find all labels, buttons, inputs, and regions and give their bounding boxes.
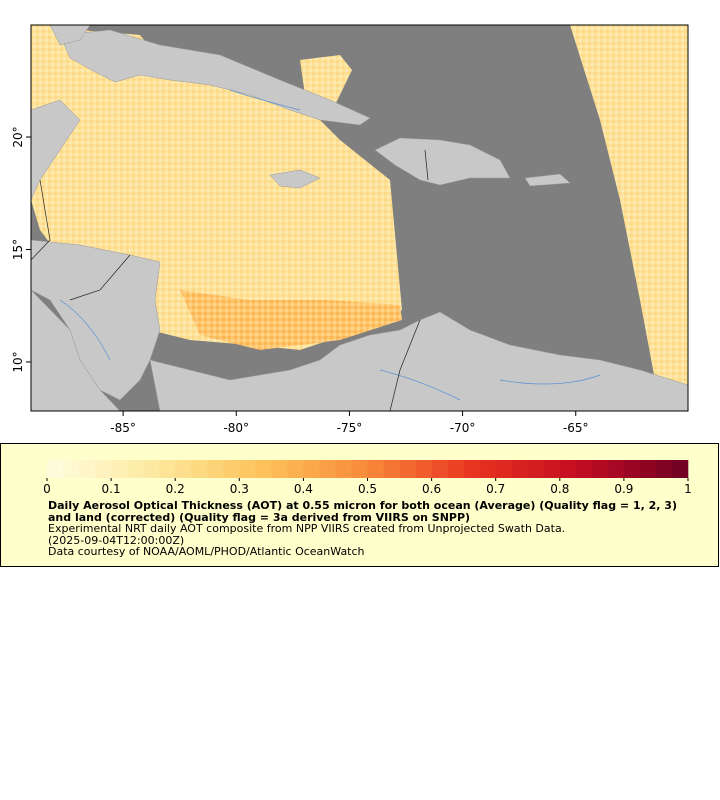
- legend-text: Daily Aerosol Optical Thickness (AOT) at…: [48, 500, 678, 558]
- colorbar-segment: [111, 460, 128, 478]
- x-tick-label: -85°: [110, 421, 136, 435]
- colorbar-segment: [527, 460, 545, 478]
- x-tick-label: -65°: [563, 421, 589, 435]
- colorbar-segment: [415, 460, 432, 478]
- colorbar-tick-label: 0.9: [614, 482, 633, 496]
- colorbar-segment: [319, 460, 336, 478]
- aot-region: [570, 25, 688, 400]
- colorbar-segment: [287, 460, 304, 478]
- colorbar-tick-label: 1: [684, 482, 692, 496]
- colorbar-segment: [47, 460, 64, 478]
- colorbar-segment: [399, 460, 416, 478]
- colorbar-segment: [655, 460, 673, 478]
- map: [31, 25, 688, 411]
- colorbar-segment: [511, 460, 529, 478]
- colorbar-segment: [255, 460, 272, 478]
- y-tick-label: 15°: [11, 239, 25, 260]
- colorbar-segment: [607, 460, 625, 478]
- colorbar-segment: [127, 460, 144, 478]
- colorbar-segment: [271, 460, 288, 478]
- map-frame: [30, 24, 689, 412]
- colorbar-segment: [383, 460, 400, 478]
- colorbar-segment: [191, 460, 208, 478]
- colorbar-segment: [639, 460, 657, 478]
- x-tick-label: -80°: [223, 421, 249, 435]
- legend-credit: Data courtesy of NOAA/AOML/PHOD/Atlantic…: [48, 545, 365, 558]
- colorbar-tick-label: 0.3: [230, 482, 249, 496]
- colorbar-tick-label: 0.6: [422, 482, 441, 496]
- legend-time: (2025-09-04T12:00:00Z): [48, 533, 185, 547]
- y-tick-label: 10°: [11, 351, 25, 372]
- colorbar-segment: [159, 460, 176, 478]
- colorbar-tick-label: 0.5: [358, 482, 377, 496]
- x-tick-label: -75°: [337, 421, 363, 435]
- aot-region-high: [180, 290, 402, 350]
- colorbar-segment: [95, 460, 112, 478]
- colorbar-segment: [351, 460, 368, 478]
- colorbar-segment: [207, 460, 224, 478]
- colorbar-tick-label: 0.7: [486, 482, 505, 496]
- colorbar-segment: [63, 460, 80, 478]
- colorbar-segment: [479, 460, 496, 478]
- colorbar-segment: [495, 460, 513, 478]
- rivers: [59, 89, 601, 401]
- colorbar-tick-label: 0.2: [166, 482, 185, 496]
- colorbar-segment: [303, 460, 320, 478]
- colorbar-tick-label: 0.8: [550, 482, 569, 496]
- colorbar-segment: [463, 460, 480, 478]
- colorbar-segment: [175, 460, 192, 478]
- colorbar-segment: [367, 460, 384, 478]
- colorbar-tick-label: 0: [43, 482, 51, 496]
- colorbar-segment: [591, 460, 609, 478]
- x-tick-label: -70°: [450, 421, 476, 435]
- colorbar-segment: [623, 460, 641, 478]
- borders: [31, 149, 429, 411]
- colorbar-segment: [239, 460, 256, 478]
- colorbar-tick-label: 0.1: [102, 482, 121, 496]
- legend-title: Daily Aerosol Optical Thickness (AOT) at…: [48, 499, 677, 524]
- legend-summary: Experimental NRT daily AOT composite fro…: [48, 522, 566, 535]
- colorbar-segment: [223, 460, 240, 478]
- colorbar-segment: [559, 460, 577, 478]
- colorbar-segment: [447, 460, 464, 478]
- colorbar-segment: [543, 460, 561, 478]
- colorbar-segment: [575, 460, 593, 478]
- colorbar-segment: [671, 460, 689, 478]
- colorbar-tick-label: 0.4: [294, 482, 313, 496]
- land: [31, 25, 688, 411]
- colorbar-segment: [335, 460, 352, 478]
- colorbar-segment: [143, 460, 160, 478]
- colorbar-segment: [79, 460, 96, 478]
- aot-region: [300, 55, 352, 105]
- y-tick-label: 20°: [11, 126, 25, 147]
- colorbar-segment: [431, 460, 448, 478]
